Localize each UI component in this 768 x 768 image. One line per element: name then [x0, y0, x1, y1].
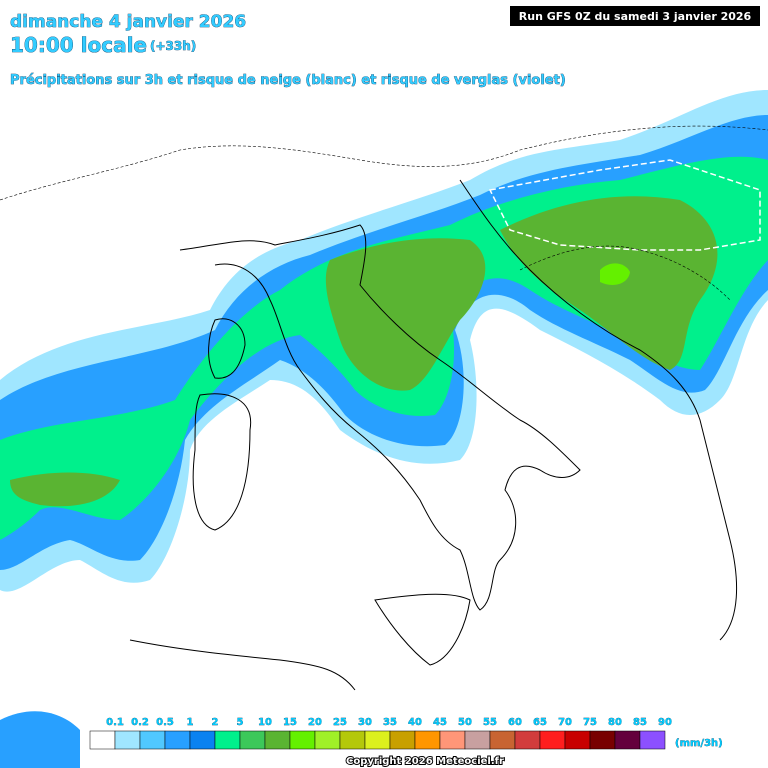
border-balkans — [519, 245, 731, 301]
description: Précipitations sur 3h et risque de neige… — [10, 73, 566, 88]
precip-dark-green — [10, 196, 718, 507]
legend-label: 80 — [608, 717, 622, 728]
legend-swatch — [189, 730, 216, 750]
precip-bright-green — [600, 263, 630, 285]
legend-label: 70 — [558, 717, 572, 728]
legend-swatch — [639, 730, 666, 750]
legend-unit: (mm/3h) — [675, 738, 723, 749]
legend-label: 0.2 — [131, 717, 149, 728]
legend-swatch — [114, 730, 141, 750]
legend-swatch — [564, 730, 591, 750]
copyright: Copyright 2026 Meteociel.fr — [346, 756, 504, 767]
precipitation — [0, 90, 768, 768]
legend-swatch — [614, 730, 641, 750]
coastlines — [0, 125, 768, 691]
legend-label: 85 — [633, 717, 647, 728]
legend-label: 10 — [258, 717, 272, 728]
legend-swatch — [389, 730, 416, 750]
border-alps — [0, 125, 768, 201]
legend-swatch — [139, 730, 166, 750]
time-title: 10:00 locale — [10, 33, 147, 57]
legend-label: 35 — [383, 717, 397, 728]
legend-label: 50 — [458, 717, 472, 728]
legend: 0.1 0.2 0.5 1 2 5 10 15 20 25 30 35 40 45 50 55 60 65 70 75… — [89, 717, 672, 750]
legend-swatch — [464, 730, 491, 750]
legend-label: 55 — [483, 717, 497, 728]
lead-time: (+33h) — [150, 39, 196, 53]
legend-label: 15 — [283, 717, 297, 728]
snow-risk — [444, 109, 761, 251]
legend-swatch — [489, 730, 516, 750]
legend-swatch — [414, 730, 441, 750]
legend-label: 90 — [658, 717, 672, 728]
coast-italy — [179, 224, 581, 611]
legend-swatch — [514, 730, 541, 750]
coast-corsica — [208, 318, 246, 379]
legend-swatch — [439, 730, 466, 750]
legend-swatch — [589, 730, 616, 750]
run-box — [510, 6, 760, 26]
legend-swatch — [539, 730, 566, 750]
legend-label: 5 — [237, 717, 244, 728]
legend-swatch — [339, 730, 366, 750]
legend-label: 75 — [583, 717, 597, 728]
legend-label: 45 — [433, 717, 447, 728]
legend-label: 0.1 — [106, 717, 124, 728]
legend-swatch — [89, 730, 116, 750]
legend-label: 30 — [358, 717, 372, 728]
legend-label: 20 — [308, 717, 322, 728]
legend-swatch — [164, 730, 191, 750]
legend-label: 40 — [408, 717, 422, 728]
legend-swatch — [239, 730, 266, 750]
legend-label: 25 — [333, 717, 347, 728]
legend-label: 0.5 — [156, 717, 174, 728]
legend-label: 60 — [508, 717, 522, 728]
legend-swatch — [264, 730, 291, 750]
coast-sardinia — [192, 393, 252, 531]
legend-swatch — [214, 730, 241, 750]
date-title: dimanche 4 janvier 2026 — [10, 12, 246, 32]
precip-corner — [0, 711, 80, 768]
coast-balkans — [459, 179, 737, 641]
run-info: Run GFS 0Z du samedi 3 janvier 2026 — [519, 10, 752, 23]
legend-swatch — [364, 730, 391, 750]
legend-label: 2 — [212, 717, 219, 728]
coast-sicily — [374, 593, 471, 666]
legend-label: 1 — [187, 717, 194, 728]
legend-label: 65 — [533, 717, 547, 728]
legend-swatch — [314, 730, 341, 750]
coast-africa — [129, 639, 356, 691]
legend-swatch — [289, 730, 316, 750]
